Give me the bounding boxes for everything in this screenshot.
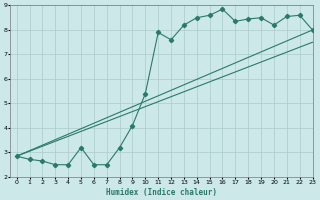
X-axis label: Humidex (Indice chaleur): Humidex (Indice chaleur) xyxy=(106,188,217,197)
